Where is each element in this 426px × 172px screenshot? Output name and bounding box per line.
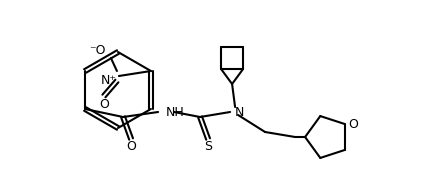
Text: O: O [99,98,109,110]
Text: O: O [126,141,136,153]
Text: NH: NH [166,105,185,119]
Text: N: N [235,105,245,119]
Text: ⁻O: ⁻O [89,44,106,56]
Text: O: O [348,118,358,131]
Text: N⁺: N⁺ [101,74,117,88]
Text: S: S [204,141,212,153]
